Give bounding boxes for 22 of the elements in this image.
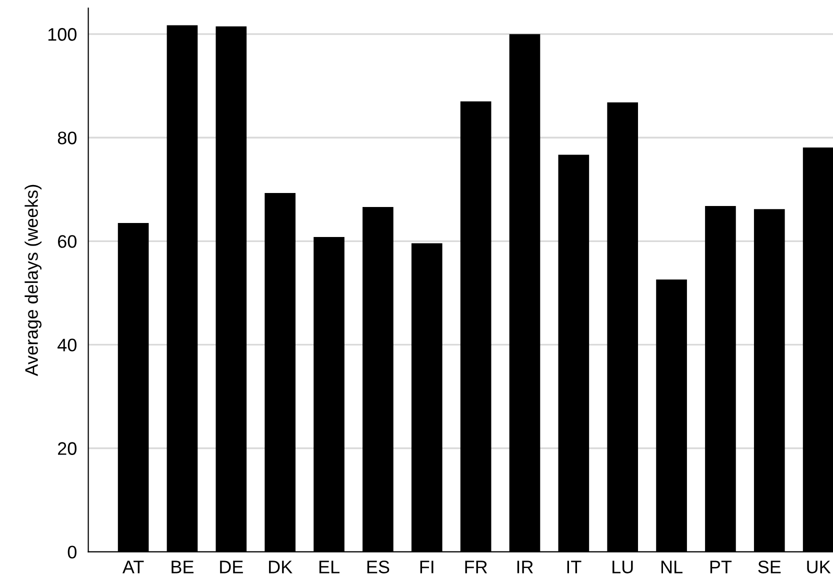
y-tick-label: 40 — [58, 338, 76, 352]
x-tick-label: ES — [367, 560, 390, 574]
x-tick-label: FR — [465, 560, 488, 574]
y-tick-label: 20 — [58, 442, 76, 455]
y-tick-label: 100 — [48, 28, 76, 41]
x-tick-label: BE — [172, 560, 194, 574]
x-tick-label: AT — [122, 560, 144, 574]
x-tick-label: EL — [319, 560, 340, 574]
x-tick-label: IR — [517, 560, 533, 574]
x-tick-label: PT — [710, 560, 732, 574]
x-tick-label: DK — [269, 560, 292, 574]
y-tick-label: 60 — [58, 235, 76, 248]
y-axis-title: Average delays (weeks) — [24, 184, 42, 376]
x-tick-label: DE — [220, 560, 243, 574]
x-tick-label: IT — [567, 560, 582, 574]
x-tick-label: FI — [420, 560, 434, 574]
x-tick-label: SE — [758, 560, 781, 574]
y-tick-label: 0 — [68, 546, 76, 558]
x-tick-label: NL — [661, 560, 682, 574]
x-tick-label: LU — [612, 560, 633, 574]
y-tick-label: 80 — [58, 132, 76, 144]
x-tick-label: UK — [807, 560, 831, 574]
